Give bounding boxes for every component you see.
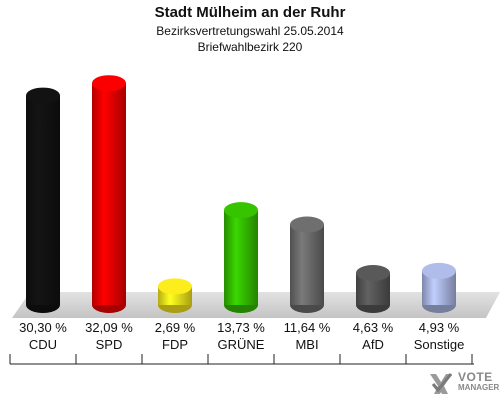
category-label: GRÜNE [217,337,265,352]
bar-sonstige [422,262,456,313]
value-label: 11,64 % [283,320,331,335]
category-label: AfD [362,337,384,352]
value-label: 30,30 % [19,320,67,335]
brand-subname: MANAGER [458,383,500,392]
value-label: 4,63 % [352,320,394,335]
bar-cdu [26,87,60,313]
brand-logo: VOTE MANAGER [424,366,500,400]
brand-name: VOTE [458,370,493,384]
bar-afd [356,264,390,313]
bar-fdp [158,278,192,313]
category-label: SPD [95,337,123,352]
value-label: 2,69 % [154,320,196,335]
value-label: 13,73 % [217,320,265,335]
check-cross-logo-icon [430,373,453,394]
bar-mbi [290,216,324,313]
value-label: 32,09 % [85,320,133,335]
category-label: CDU [28,337,58,352]
category-label: FDP [162,337,188,352]
chart-title: Stadt Mülheim an der Ruhr [154,4,346,21]
bar-spd [92,75,126,313]
chart-subtitle-district: Briefwahlbezirk 220 [197,40,303,54]
bar-grüne [224,202,258,313]
category-label: MBI [295,337,319,352]
chart-subtitle-election: Bezirksvertretungswahl 25.05.2014 [156,24,344,38]
value-label: 4,93 % [418,320,460,335]
category-label: Sonstige [413,337,465,352]
